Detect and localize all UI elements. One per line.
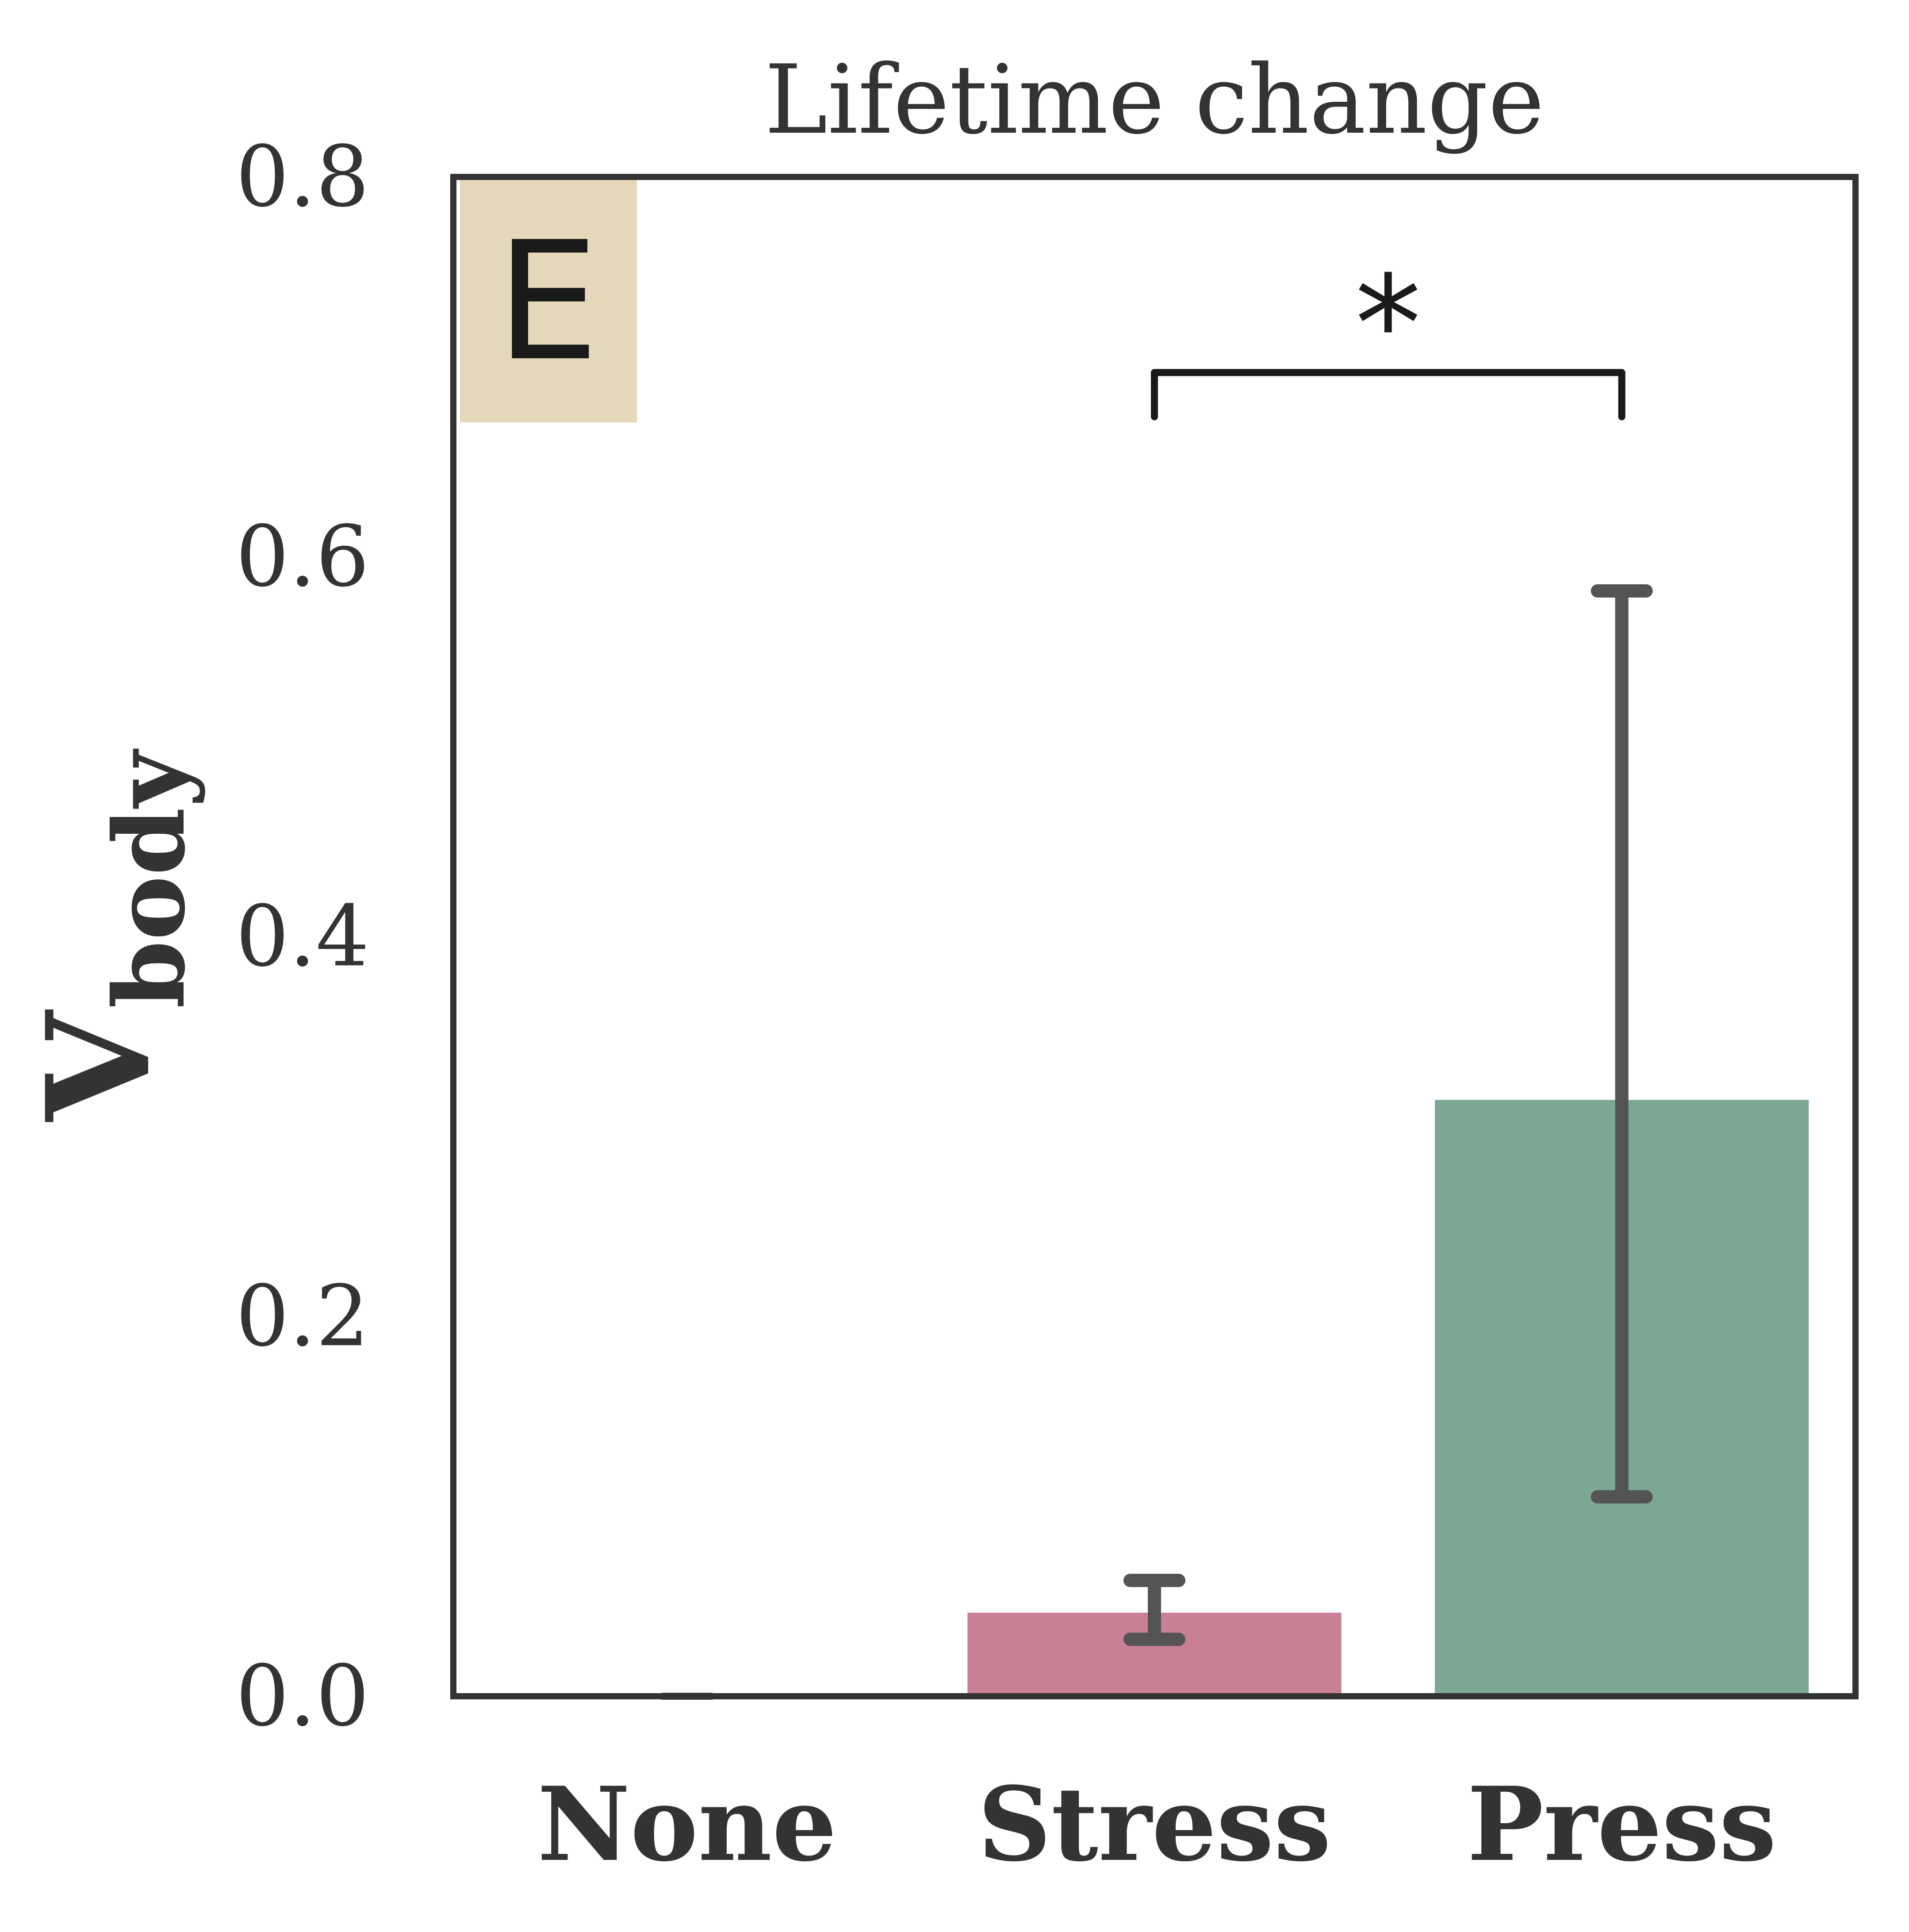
x-tick-label-press: Press bbox=[1467, 1765, 1776, 1884]
y-axis-label-subscript: body bbox=[92, 748, 207, 1008]
y-tick-label: 0.6 bbox=[236, 508, 369, 606]
y-axis-label: V body bbox=[16, 748, 207, 1123]
y-tick-label: 0.4 bbox=[236, 888, 369, 985]
x-tick-labels: None Stress Press bbox=[537, 1765, 1777, 1884]
y-tick-label: 0.2 bbox=[236, 1267, 369, 1365]
error-bar-press bbox=[1591, 584, 1653, 1504]
y-tick-labels: 0.0 0.2 0.4 0.6 0.8 bbox=[236, 128, 369, 1745]
y-axis-label-main: V bbox=[16, 1008, 182, 1123]
x-tick-label-none: None bbox=[537, 1765, 837, 1884]
plot-frame bbox=[450, 174, 1859, 1699]
error-bar-stress bbox=[1123, 1574, 1185, 1646]
panel-label: E bbox=[496, 207, 599, 397]
error-bars-layer bbox=[659, 584, 1653, 1700]
significance-label: * bbox=[1355, 247, 1421, 402]
y-tick-label: 0.0 bbox=[236, 1647, 369, 1745]
significance-layer: * bbox=[1151, 247, 1625, 421]
y-tick-label: 0.8 bbox=[236, 128, 369, 226]
x-tick-label-stress: Stress bbox=[978, 1765, 1331, 1884]
panel-label-box bbox=[460, 179, 637, 422]
significance-bracket bbox=[1151, 369, 1625, 421]
chart-title: Lifetime change bbox=[764, 44, 1544, 155]
